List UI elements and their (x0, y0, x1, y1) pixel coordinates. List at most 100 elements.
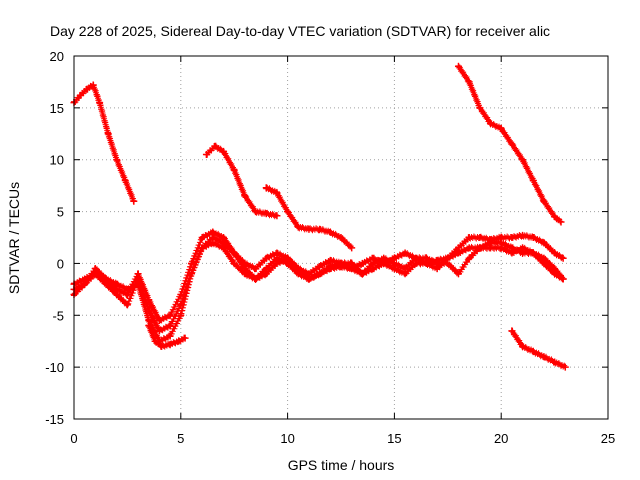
data-point (230, 249, 238, 257)
data-point (401, 249, 409, 257)
data-point (198, 244, 206, 252)
data-point (262, 184, 270, 192)
y-tick-label: 10 (50, 153, 64, 168)
data-point (540, 353, 548, 361)
data-point (316, 263, 324, 271)
data-point (529, 234, 537, 241)
data-point (369, 265, 377, 273)
series-sat-i (145, 322, 189, 350)
data-point (209, 228, 217, 236)
data-point (155, 327, 163, 335)
data-point (252, 265, 260, 273)
data-point (155, 316, 163, 324)
series-sat-e (508, 327, 569, 371)
series-sat-b (202, 142, 281, 220)
data-point (166, 311, 174, 319)
data-point (284, 208, 292, 216)
data-point (401, 270, 409, 278)
data-point (262, 210, 270, 218)
data-point (497, 244, 505, 252)
data-point (551, 270, 559, 278)
data-point (230, 259, 238, 267)
data-point (241, 192, 249, 200)
data-points (70, 62, 569, 371)
data-point (113, 156, 121, 164)
data-point (337, 234, 345, 241)
data-point (540, 259, 548, 267)
data-point (540, 239, 548, 247)
data-point (123, 285, 131, 293)
data-point (487, 119, 495, 127)
data-point (390, 265, 398, 273)
data-point (529, 176, 537, 184)
data-point (551, 213, 559, 221)
data-point (158, 342, 166, 350)
data-point (326, 228, 334, 236)
data-point (273, 212, 281, 220)
data-point (519, 244, 527, 252)
data-point (134, 280, 142, 288)
data-point (83, 85, 91, 93)
y-tick-label: -5 (52, 308, 64, 323)
data-point (348, 244, 356, 252)
data-point (284, 254, 292, 262)
data-point (358, 259, 366, 267)
data-point (476, 234, 484, 241)
data-point (294, 223, 302, 231)
data-point (76, 91, 84, 99)
data-point (175, 337, 183, 345)
data-point (102, 275, 110, 283)
grid-lines (74, 56, 608, 419)
data-point (252, 275, 260, 283)
data-point (220, 147, 228, 155)
chart-title: Day 228 of 2025, Sidereal Day-to-day VTE… (50, 23, 550, 39)
data-point (465, 254, 473, 262)
data-point (252, 208, 260, 216)
y-tick-label: 20 (50, 49, 64, 64)
data-point (529, 249, 537, 257)
data-point (145, 296, 153, 304)
data-point (220, 244, 228, 252)
x-tick-label: 15 (387, 431, 401, 446)
data-point (130, 197, 138, 205)
data-point (561, 363, 569, 371)
data-point (454, 270, 462, 278)
y-tick-label: -15 (45, 412, 64, 427)
data-point (230, 166, 238, 174)
x-tick-label: 5 (177, 431, 184, 446)
data-point (81, 280, 89, 288)
data-point (337, 259, 345, 267)
data-point (316, 270, 324, 278)
data-point (454, 249, 462, 257)
data-point (294, 265, 302, 273)
data-point (433, 265, 441, 273)
x-tick-label: 20 (494, 431, 508, 446)
data-point (273, 259, 281, 267)
data-point (211, 142, 219, 150)
data-point (89, 81, 97, 89)
data-point (202, 151, 210, 159)
data-point (465, 234, 473, 241)
y-tick-label: 15 (50, 101, 64, 116)
data-point (104, 130, 112, 138)
data-point (166, 322, 174, 330)
data-point (316, 225, 324, 233)
data-point (326, 256, 334, 264)
data-point (91, 265, 99, 273)
plot-frame (73, 55, 609, 420)
y-tick-label: 0 (57, 256, 64, 271)
data-point (508, 327, 516, 335)
data-point (177, 311, 185, 319)
data-point (220, 234, 228, 241)
data-point (326, 263, 334, 271)
data-point (166, 332, 174, 340)
x-tick-label: 10 (280, 431, 294, 446)
tick-labels: 0 5 10 15 20 25 20 15 10 5 0 -5 -10 -15 (45, 49, 615, 446)
x-tick-label: 0 (70, 431, 77, 446)
data-point (187, 259, 195, 267)
data-point (519, 231, 527, 239)
x-axis-label: GPS time / hours (288, 457, 395, 473)
series-sat-c (262, 184, 356, 252)
data-point (476, 104, 484, 112)
